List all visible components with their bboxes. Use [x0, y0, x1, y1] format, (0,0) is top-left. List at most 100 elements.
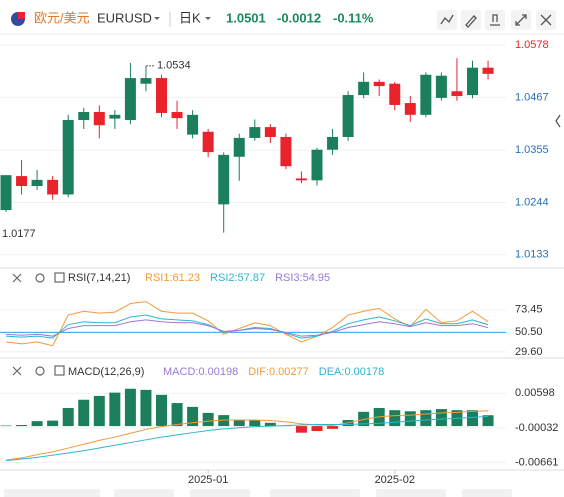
- flag-icon: [18, 12, 25, 19]
- candle-body: [420, 74, 432, 115]
- panel-tools: [12, 272, 65, 376]
- macd-bar: [16, 425, 28, 427]
- tab[interactable]: [462, 489, 512, 497]
- candle-body: [327, 136, 339, 150]
- macd-bar: [404, 411, 416, 427]
- tool-icon[interactable]: [515, 14, 527, 26]
- y-tick-label: 1.0578: [515, 39, 549, 51]
- macd-bar: [218, 415, 230, 427]
- macd-bar: [249, 420, 261, 427]
- tool-button[interactable]: [485, 10, 505, 30]
- dropdown-icon[interactable]: [154, 17, 160, 20]
- candle-body: [93, 112, 105, 126]
- close-icon[interactable]: [12, 273, 22, 283]
- y-tick-label: 50.50: [515, 326, 543, 338]
- indicator-line: [5, 410, 489, 461]
- candle-body: [389, 83, 401, 105]
- macd-bar: [171, 403, 183, 427]
- candle-body: [311, 149, 323, 181]
- indicator-line: [5, 319, 489, 337]
- y-tick-label: 1.0133: [515, 249, 549, 261]
- macd-bar: [435, 409, 447, 427]
- y-tick-label: 1.0467: [515, 91, 549, 103]
- macd-bar: [78, 399, 90, 427]
- close-icon[interactable]: [12, 366, 22, 376]
- candle-body: [280, 136, 292, 167]
- y-tick-label: 73.45: [515, 304, 543, 316]
- macd-bar: [31, 421, 43, 427]
- macd-bar: [187, 406, 199, 427]
- symbol[interactable]: EURUSD: [97, 10, 152, 25]
- indicator-line: [5, 415, 489, 462]
- candle-body: [218, 154, 230, 205]
- change: -0.0012: [277, 10, 321, 25]
- tab[interactable]: [4, 489, 100, 497]
- macd-bar: [0, 425, 12, 427]
- macd-bar: [109, 392, 121, 427]
- candle-body: [109, 114, 121, 119]
- candle-body: [47, 179, 59, 195]
- macd-bar: [202, 412, 214, 427]
- candle-body: [233, 137, 245, 157]
- candle-body: [202, 131, 214, 153]
- macd-bar: [140, 389, 152, 427]
- tab[interactable]: [376, 489, 446, 497]
- candle-body: [16, 176, 28, 186]
- candle-body: [249, 127, 261, 138]
- x-tick-label: 2025-02: [375, 474, 415, 486]
- macd-bar: [233, 420, 245, 427]
- candle-body: [78, 112, 90, 121]
- legend-entry: RSI2:57.87: [210, 272, 265, 284]
- legend-entry: RSI3:54.95: [275, 272, 330, 284]
- rsi-title: RSI(7,14,21): [68, 272, 130, 284]
- candle-body: [482, 67, 494, 74]
- toggle-icon[interactable]: [54, 365, 65, 376]
- min-label: 1.0177: [2, 228, 36, 240]
- bottom-tabs: [4, 489, 512, 497]
- candle-body: [295, 178, 307, 181]
- macd-bar: [62, 407, 74, 427]
- y-tick-label: 0.00598: [515, 387, 555, 399]
- macd-bar: [389, 410, 401, 427]
- tab[interactable]: [190, 489, 250, 497]
- candle-body: [187, 114, 199, 135]
- y-tick-label: -0.00661: [515, 456, 558, 468]
- max-label: 1.0534: [157, 60, 191, 72]
- toolbar: [437, 10, 561, 128]
- collapse-arrow[interactable]: [555, 114, 561, 128]
- candle-body: [171, 112, 183, 119]
- macd-bar: [358, 411, 370, 427]
- candle-body: [467, 67, 478, 96]
- tab[interactable]: [114, 489, 174, 497]
- dropdown-icon[interactable]: [205, 17, 211, 20]
- legend-entry: DEA:0.00178: [319, 366, 384, 378]
- settings-icon[interactable]: [35, 366, 45, 376]
- candle-body: [156, 78, 167, 113]
- macd-bar: [420, 410, 432, 427]
- tool-icon[interactable]: [440, 14, 454, 25]
- candle-body: [342, 95, 354, 137]
- toggle-icon[interactable]: [54, 272, 65, 283]
- macd-bar: [295, 426, 307, 433]
- tab[interactable]: [270, 489, 360, 497]
- settings-icon[interactable]: [35, 273, 45, 283]
- legend-entry: DIF:0.00277: [248, 366, 309, 378]
- tool-icon[interactable]: [465, 15, 477, 28]
- candle-body: [31, 179, 43, 186]
- candle-body: [0, 175, 12, 211]
- x-tick-label: 2025-01: [188, 474, 228, 486]
- candle-body: [358, 81, 370, 96]
- y-tick-label: 1.0355: [515, 144, 549, 156]
- tool-icon[interactable]: [490, 14, 500, 26]
- candle-body: [62, 120, 74, 195]
- pair-name[interactable]: 欧元/美元: [34, 10, 90, 25]
- y-tick-label: -0.00032: [515, 422, 558, 434]
- candle-body: [451, 91, 463, 96]
- period[interactable]: 日K: [179, 10, 201, 25]
- tool-icon[interactable]: [540, 14, 552, 26]
- candle-body: [264, 127, 276, 137]
- candle-body: [404, 103, 416, 115]
- price: 1.0501: [226, 10, 266, 25]
- macd-bar: [327, 426, 339, 429]
- macd-title: MACD(12,26,9): [68, 366, 144, 378]
